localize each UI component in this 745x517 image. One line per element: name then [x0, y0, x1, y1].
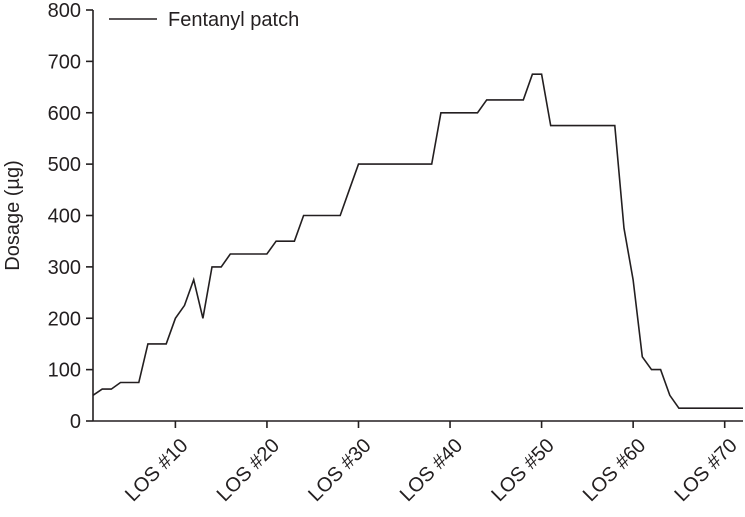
y-tick-label: 0: [70, 411, 81, 433]
x-tick-label: LOS #70: [670, 435, 741, 506]
series-line-fentanyl-patch: [92, 73, 743, 410]
y-tick-label: 600: [48, 103, 81, 125]
legend-label: Fentanyl patch: [168, 9, 299, 31]
x-tick-label: LOS #50: [487, 435, 558, 506]
x-tick-label: LOS #40: [396, 435, 467, 506]
legend: Fentanyl patch: [109, 9, 299, 31]
y-tick-label: 500: [48, 154, 81, 176]
x-tick-label: LOS #30: [304, 435, 375, 506]
x-tick-label: LOS #20: [213, 435, 284, 506]
y-axis-label: Dosage (µg): [2, 160, 24, 270]
axes: [92, 10, 743, 422]
y-tick-label: 200: [48, 308, 81, 330]
y-axis-ticks: 0 100 200 300 400 500 600 700 800: [48, 0, 93, 433]
y-tick-label: 800: [48, 0, 81, 22]
series-group: [92, 73, 743, 410]
y-tick-label: 300: [48, 257, 81, 279]
y-tick-label: 400: [48, 206, 81, 228]
x-tick-label: LOS #10: [121, 435, 192, 506]
x-axis-ticks: LOS #10 LOS #20 LOS #30 LOS #40 LOS #50 LOS #…: [121, 421, 742, 506]
y-tick-label: 100: [48, 360, 81, 382]
x-tick-label: LOS #60: [579, 435, 650, 506]
y-tick-label: 700: [48, 51, 81, 73]
